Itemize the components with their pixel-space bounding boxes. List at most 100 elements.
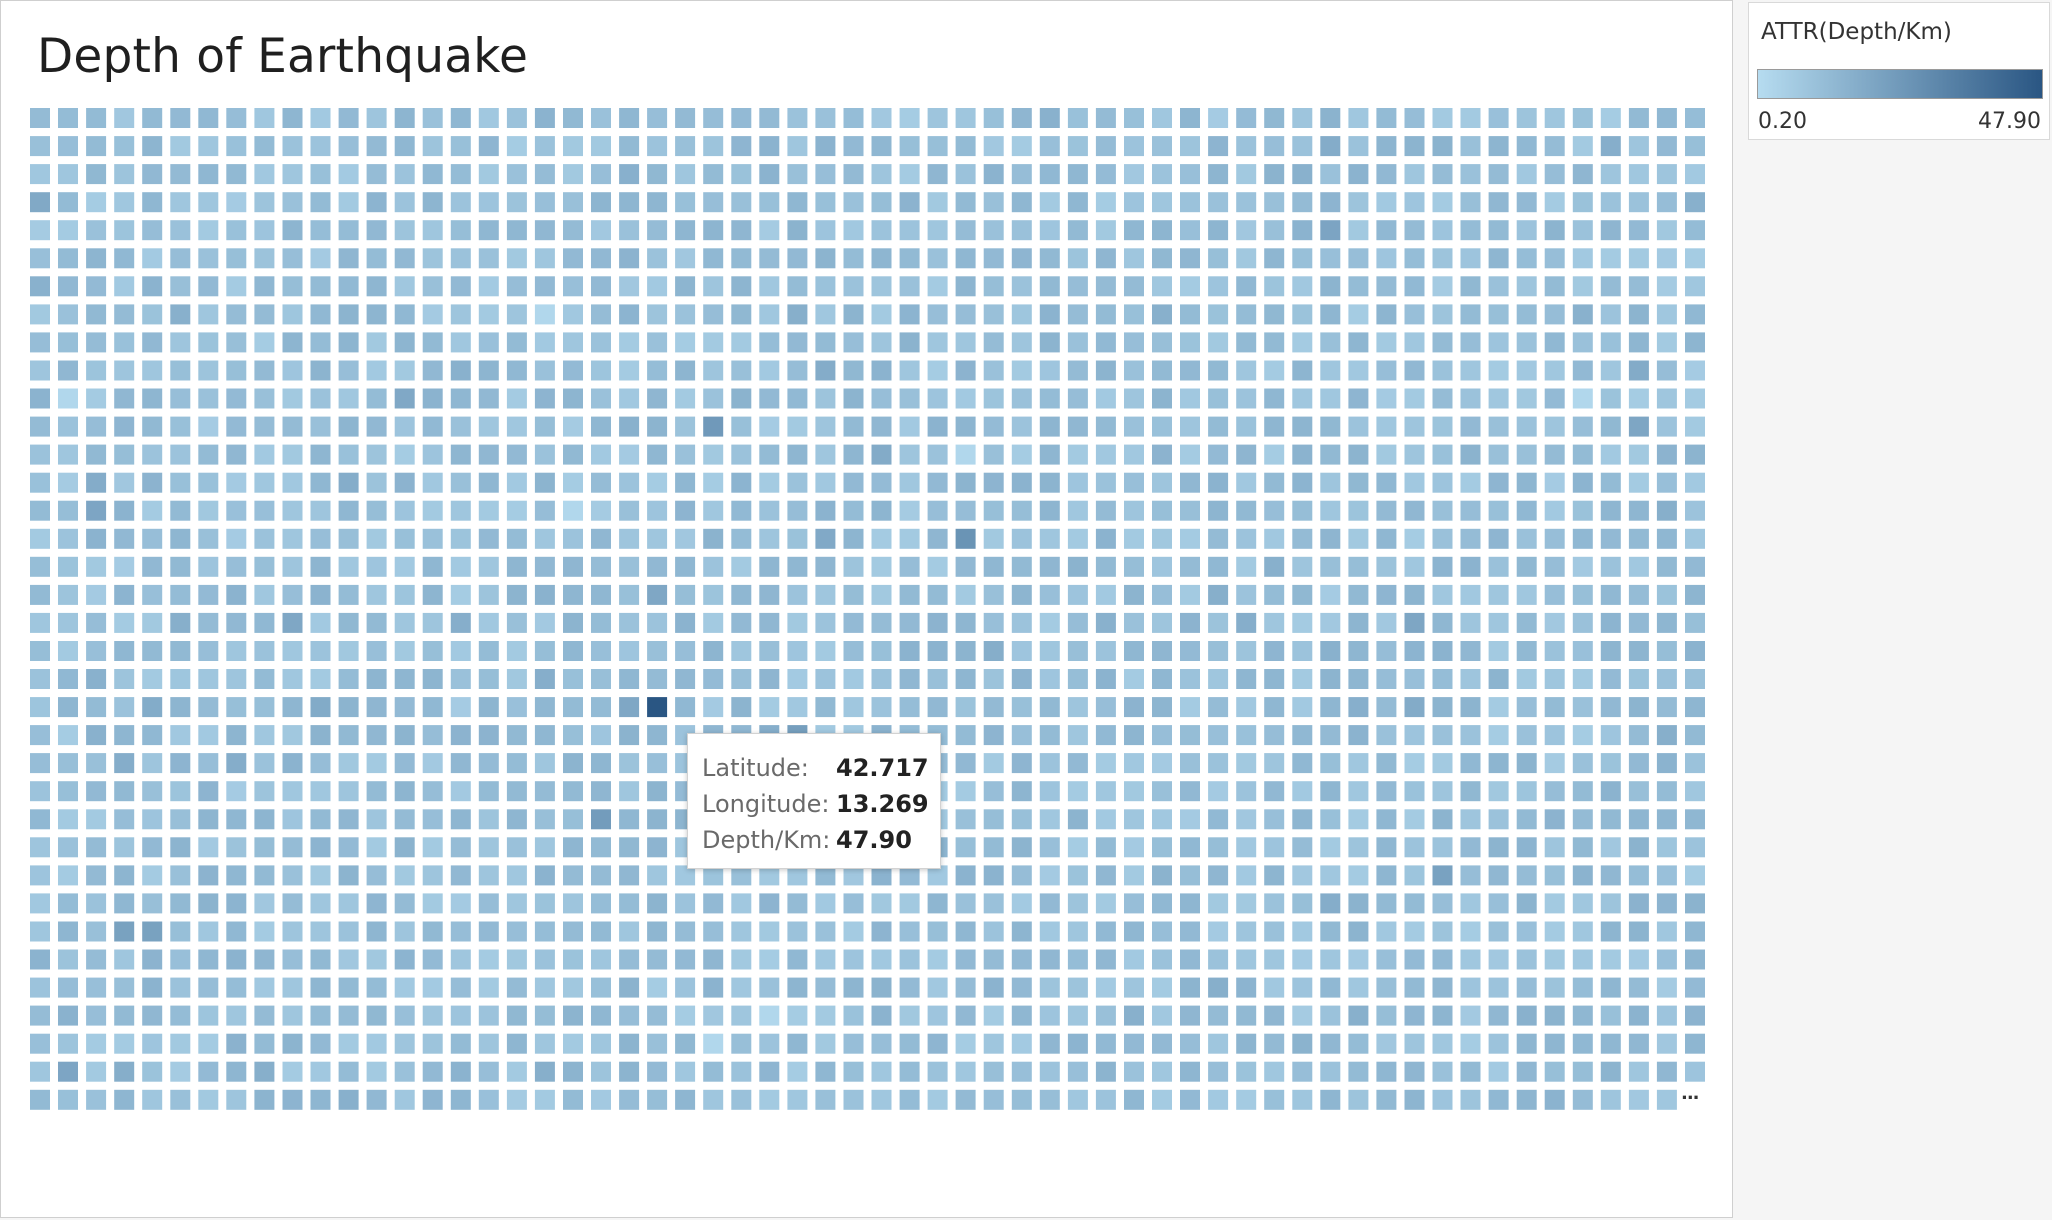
heatmap-cell[interactable] — [1320, 865, 1341, 886]
heatmap-cell[interactable] — [675, 865, 696, 886]
heatmap-cell[interactable] — [422, 865, 443, 886]
heatmap-cell[interactable] — [198, 1033, 219, 1054]
heatmap-cell[interactable] — [619, 753, 640, 774]
heatmap-cell[interactable] — [310, 416, 331, 437]
heatmap-cell[interactable] — [1404, 192, 1425, 213]
heatmap-cell[interactable] — [30, 192, 50, 213]
heatmap-cell[interactable] — [1432, 164, 1453, 185]
heatmap-cell[interactable] — [1180, 584, 1200, 605]
heatmap-cell[interactable] — [198, 781, 219, 802]
heatmap-cell[interactable] — [1124, 641, 1144, 661]
heatmap-cell[interactable] — [1067, 556, 1088, 577]
heatmap-cell[interactable] — [198, 332, 219, 353]
heatmap-cell[interactable] — [815, 1089, 836, 1110]
heatmap-cell[interactable] — [534, 1089, 555, 1110]
heatmap-cell[interactable] — [142, 220, 163, 241]
heatmap-cell[interactable] — [1264, 753, 1285, 774]
heatmap-cell[interactable] — [703, 556, 724, 577]
heatmap-cell[interactable] — [450, 360, 471, 381]
heatmap-cell[interactable] — [1124, 416, 1144, 437]
heatmap-cell[interactable] — [843, 500, 864, 521]
heatmap-cell[interactable] — [226, 444, 247, 465]
heatmap-cell[interactable] — [1600, 949, 1621, 970]
heatmap-cell[interactable] — [1292, 1089, 1313, 1110]
heatmap-cell[interactable] — [1460, 500, 1481, 521]
heatmap-cell[interactable] — [1152, 865, 1172, 886]
heatmap-cell[interactable] — [198, 248, 219, 269]
heatmap-cell[interactable] — [1348, 1089, 1369, 1110]
heatmap-cell[interactable] — [1320, 556, 1341, 577]
heatmap-cell[interactable] — [1685, 1005, 1705, 1026]
heatmap-cell[interactable] — [142, 753, 163, 774]
heatmap-cell[interactable] — [142, 388, 163, 409]
heatmap-cell[interactable] — [338, 136, 359, 157]
heatmap-cell[interactable] — [1376, 220, 1397, 241]
heatmap-cell[interactable] — [450, 136, 471, 157]
heatmap-cell[interactable] — [1292, 416, 1313, 437]
heatmap-cell[interactable] — [955, 192, 976, 213]
heatmap-cell[interactable] — [114, 809, 135, 830]
heatmap-cell[interactable] — [1067, 528, 1088, 549]
heatmap-cell[interactable] — [563, 809, 583, 830]
heatmap-cell[interactable] — [787, 528, 808, 549]
heatmap-cell[interactable] — [1320, 612, 1341, 633]
heatmap-cell[interactable] — [1236, 753, 1257, 774]
heatmap-cell[interactable] — [1460, 893, 1481, 914]
heatmap-cell[interactable] — [955, 949, 976, 970]
heatmap-cell[interactable] — [30, 332, 50, 353]
heatmap-cell[interactable] — [619, 1089, 640, 1110]
heatmap-cell[interactable] — [394, 164, 415, 185]
heatmap-cell[interactable] — [506, 697, 527, 718]
heatmap-cell[interactable] — [899, 556, 920, 577]
heatmap-cell[interactable] — [1488, 1033, 1509, 1054]
heatmap-cell[interactable] — [1460, 416, 1481, 437]
heatmap-cell[interactable] — [1348, 669, 1369, 689]
heatmap-cell[interactable] — [675, 612, 696, 633]
heatmap-cell[interactable] — [1039, 977, 1060, 998]
heatmap-cell[interactable] — [394, 136, 415, 157]
heatmap-cell[interactable] — [1180, 1033, 1200, 1054]
heatmap-cell[interactable] — [591, 108, 611, 128]
heatmap-cell[interactable] — [675, 220, 696, 241]
heatmap-cell[interactable] — [366, 220, 387, 241]
heatmap-cell[interactable] — [1488, 1005, 1509, 1026]
heatmap-cell[interactable] — [1516, 220, 1537, 241]
heatmap-cell[interactable] — [675, 1005, 696, 1026]
heatmap-cell[interactable] — [619, 893, 640, 914]
heatmap-cell[interactable] — [1208, 725, 1229, 746]
heatmap-cell[interactable] — [226, 697, 247, 718]
heatmap-cell[interactable] — [366, 809, 387, 830]
heatmap-cell[interactable] — [1600, 584, 1621, 605]
heatmap-cell[interactable] — [1685, 781, 1705, 802]
heatmap-cell[interactable] — [675, 360, 696, 381]
heatmap-cell[interactable] — [310, 164, 331, 185]
heatmap-cell[interactable] — [478, 472, 499, 493]
heatmap-cell[interactable] — [1432, 809, 1453, 830]
heatmap-cell[interactable] — [1685, 248, 1705, 269]
heatmap-cell[interactable] — [1628, 332, 1649, 353]
heatmap-cell[interactable] — [282, 837, 303, 858]
heatmap-cell[interactable] — [983, 276, 1004, 297]
heatmap-cell[interactable] — [1488, 1089, 1509, 1110]
heatmap-cell[interactable] — [1067, 753, 1088, 774]
heatmap-cell[interactable] — [619, 304, 640, 325]
heatmap-cell[interactable] — [366, 669, 387, 689]
heatmap-cell[interactable] — [787, 164, 808, 185]
heatmap-cell[interactable] — [198, 472, 219, 493]
heatmap-cell[interactable] — [1292, 444, 1313, 465]
heatmap-cell[interactable] — [1544, 584, 1565, 605]
heatmap-cell[interactable] — [591, 248, 611, 269]
heatmap-cell[interactable] — [1095, 304, 1116, 325]
heatmap-cell[interactable] — [955, 865, 976, 886]
heatmap-cell[interactable] — [1152, 1089, 1172, 1110]
heatmap-cell[interactable] — [310, 753, 331, 774]
heatmap-cell[interactable] — [619, 360, 640, 381]
heatmap-cell[interactable] — [647, 1005, 668, 1026]
heatmap-cell[interactable] — [1516, 332, 1537, 353]
heatmap-cell[interactable] — [1685, 977, 1705, 998]
heatmap-cell[interactable] — [899, 697, 920, 718]
heatmap-cell[interactable] — [1600, 781, 1621, 802]
heatmap-cell[interactable] — [1039, 164, 1060, 185]
heatmap-cell[interactable] — [170, 781, 191, 802]
heatmap-cell[interactable] — [1376, 1005, 1397, 1026]
